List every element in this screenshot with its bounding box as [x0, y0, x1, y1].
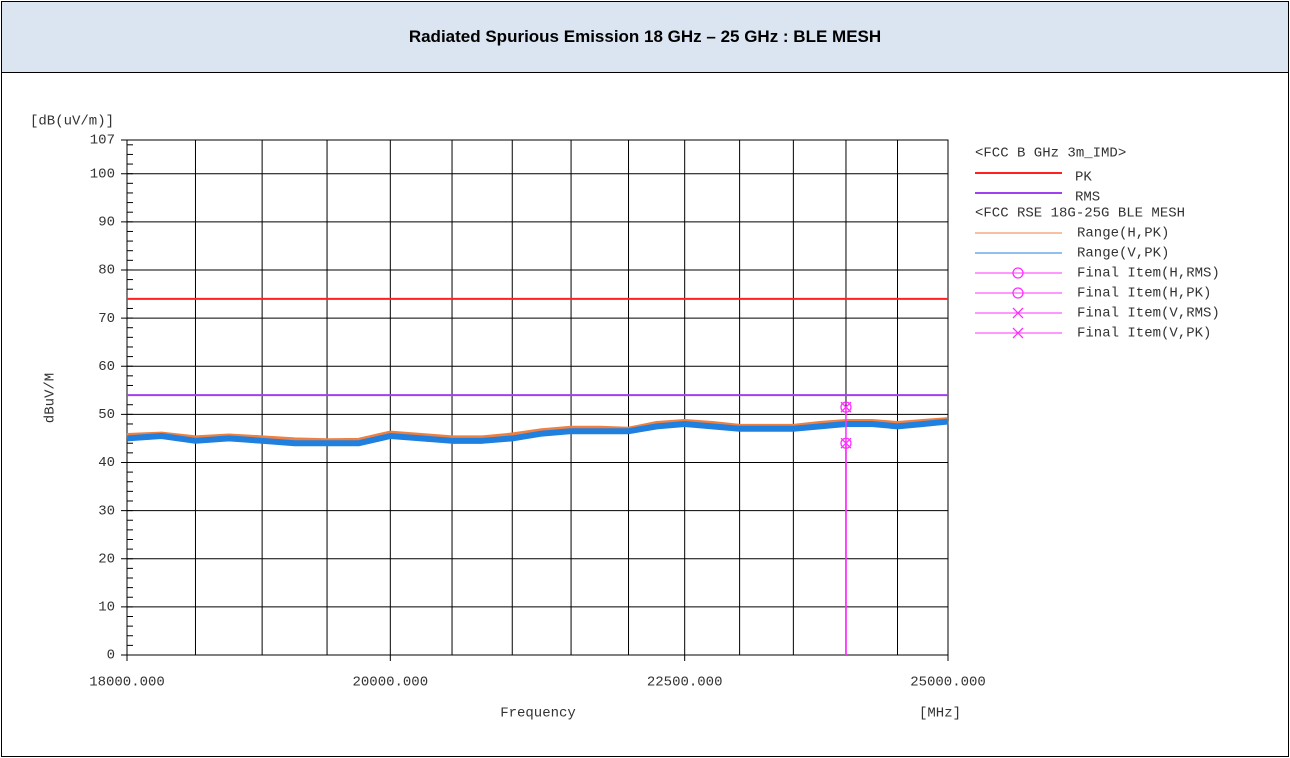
- legend-label: Final Item(H,RMS): [1077, 266, 1220, 282]
- range-trace: [126, 418, 949, 447]
- legend-group-title: <FCC RSE 18G-25G BLE MESH: [975, 206, 1185, 222]
- y-tick-label: 100: [90, 166, 115, 182]
- y-tick-label: 40: [98, 455, 115, 471]
- legend-marker: [1012, 327, 1024, 339]
- legend-marker: [1012, 287, 1024, 299]
- final-item-marker: [840, 401, 852, 413]
- y-tick-label: 60: [98, 359, 115, 375]
- legend-label: PK: [1075, 170, 1092, 186]
- y-tick-label: 50: [98, 407, 115, 423]
- x-unit: [MHz]: [919, 706, 961, 722]
- y-tick-label: 30: [98, 503, 115, 519]
- y-tick-label: 90: [98, 215, 115, 231]
- y-tick-label: 70: [98, 311, 115, 327]
- y-axis-label: dBuV/M: [43, 373, 59, 423]
- x-axis-label: Frequency: [500, 706, 576, 722]
- x-tick-label: 20000.000: [353, 675, 429, 691]
- y-tick-label: 10: [98, 600, 115, 616]
- legend-label: RMS: [1075, 190, 1100, 206]
- legend-label: Range(V,PK): [1077, 246, 1169, 262]
- legend-marker: [1012, 307, 1024, 319]
- x-tick-label: 22500.000: [647, 675, 723, 691]
- legend-label: Final Item(V,RMS): [1077, 306, 1220, 322]
- legend-label: Range(H,PK): [1077, 226, 1169, 242]
- x-tick-label: 25000.000: [910, 675, 986, 691]
- legend-marker: [1012, 267, 1024, 279]
- plot-area: [126, 139, 949, 656]
- y-tick-label: 0: [107, 648, 115, 664]
- legend-label: Final Item(V,PK): [1077, 326, 1211, 342]
- y-tick-label: 20: [98, 551, 115, 567]
- legend-label: Final Item(H,PK): [1077, 286, 1211, 302]
- y-unit: [dB(uV/m)]: [30, 114, 114, 130]
- x-tick-label: 18000.000: [89, 675, 165, 691]
- report-header: Radiated Spurious Emission 18 GHz – 25 G…: [2, 2, 1288, 73]
- report-title: Radiated Spurious Emission 18 GHz – 25 G…: [408, 27, 882, 46]
- legend-group-title: <FCC B GHz 3m_IMD>: [975, 146, 1126, 162]
- y-tick-label: 80: [98, 263, 115, 279]
- y-tick-label: 107: [90, 133, 115, 149]
